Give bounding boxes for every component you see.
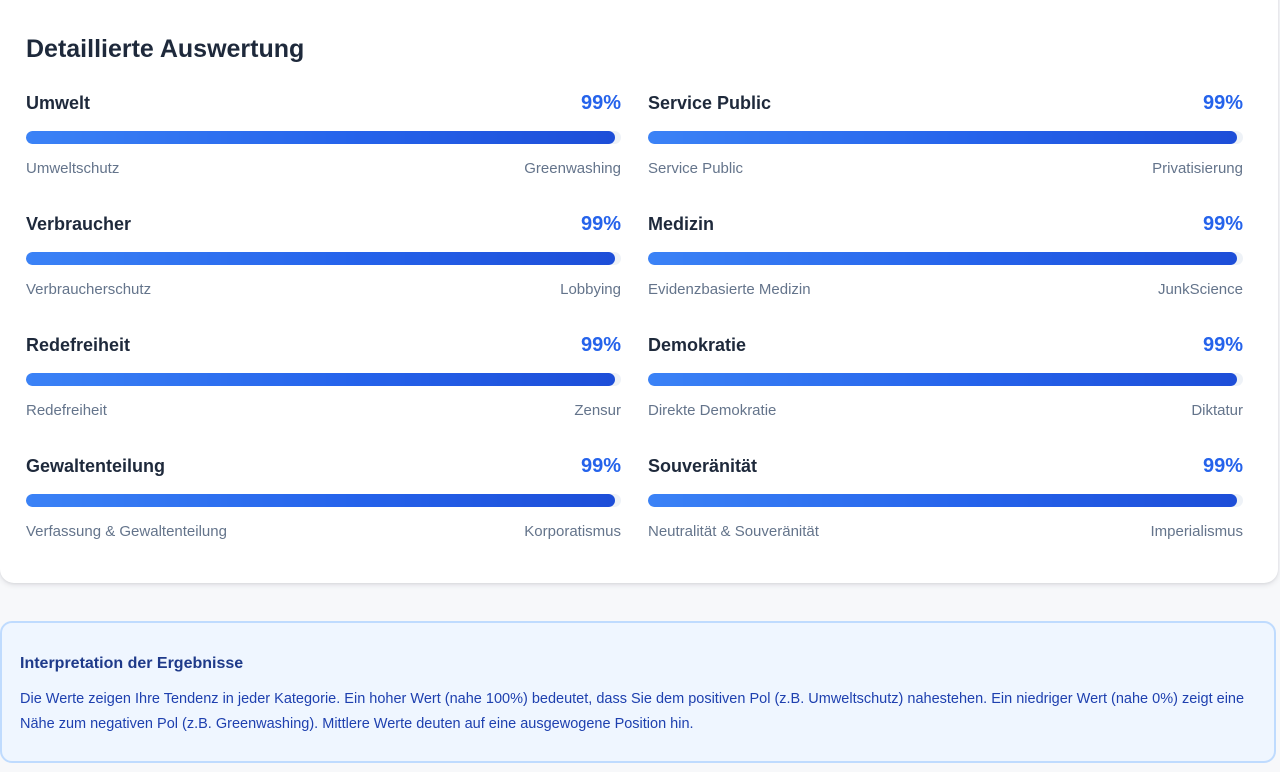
positive-pole-label: Verbraucherschutz bbox=[26, 281, 152, 298]
category-header: Redefreiheit 99% bbox=[26, 332, 621, 358]
progress-fill bbox=[26, 373, 616, 386]
progress-fill bbox=[648, 373, 1238, 386]
category-item: Verbraucher 99% Verbraucherschutz Lobbying bbox=[26, 211, 621, 332]
pole-labels: Umweltschutz Greenwashing bbox=[26, 160, 621, 177]
pole-labels: Redefreiheit Zensur bbox=[26, 402, 621, 419]
negative-pole-label: Greenwashing bbox=[524, 160, 621, 177]
pole-labels: Verbraucherschutz Lobbying bbox=[26, 281, 621, 298]
category-percent: 99% bbox=[1202, 212, 1243, 235]
positive-pole-label: Umweltschutz bbox=[26, 160, 120, 177]
progress-track bbox=[26, 494, 621, 507]
progress-track bbox=[26, 252, 621, 265]
category-percent: 99% bbox=[1202, 333, 1243, 356]
category-percent: 99% bbox=[580, 91, 621, 114]
category-percent: 99% bbox=[580, 333, 621, 356]
negative-pole-label: JunkScience bbox=[1157, 281, 1243, 298]
progress-fill bbox=[648, 252, 1238, 265]
category-item: Redefreiheit 99% Redefreiheit Zensur bbox=[26, 332, 621, 453]
category-item: Umwelt 99% Umweltschutz Greenwashing bbox=[26, 90, 621, 211]
category-name: Medizin bbox=[648, 213, 714, 234]
pole-labels: Evidenzbasierte Medizin JunkScience bbox=[648, 281, 1243, 298]
positive-pole-label: Verfassung & Gewaltenteilung bbox=[26, 523, 227, 540]
category-name: Service Public bbox=[648, 92, 772, 113]
pole-labels: Direkte Demokratie Diktatur bbox=[648, 402, 1243, 419]
positive-pole-label: Neutralität & Souveränität bbox=[648, 523, 819, 540]
category-percent: 99% bbox=[1202, 454, 1243, 477]
category-name: Verbraucher bbox=[26, 213, 132, 234]
negative-pole-label: Imperialismus bbox=[1150, 523, 1243, 540]
progress-fill bbox=[26, 494, 616, 507]
positive-pole-label: Service Public bbox=[648, 160, 744, 177]
negative-pole-label: Lobbying bbox=[560, 281, 621, 298]
card-title: Detaillierte Auswertung bbox=[26, 35, 305, 63]
category-header: Umwelt 99% bbox=[26, 90, 621, 116]
category-percent: 99% bbox=[1202, 91, 1243, 114]
positive-pole-label: Direkte Demokratie bbox=[648, 402, 777, 419]
progress-track bbox=[648, 131, 1243, 144]
progress-track bbox=[648, 494, 1243, 507]
progress-fill bbox=[648, 131, 1238, 144]
pole-labels: Verfassung & Gewaltenteilung Korporatismu… bbox=[26, 523, 621, 540]
interpretation-title: Interpretation der Ergebnisse bbox=[20, 655, 244, 672]
category-name: Gewaltenteilung bbox=[26, 455, 166, 476]
progress-track bbox=[648, 373, 1243, 386]
category-header: Medizin 99% bbox=[648, 211, 1243, 237]
category-item: Souveränität 99% Neutralität & Souveränitä… bbox=[648, 453, 1243, 574]
category-header: Demokratie 99% bbox=[648, 332, 1243, 358]
category-header: Service Public 99% bbox=[648, 90, 1243, 116]
interpretation-box: Interpretation der Ergebnisse Die Werte … bbox=[0, 621, 1276, 763]
pole-labels: Service Public Privatisierung bbox=[648, 160, 1243, 177]
category-header: Verbraucher 99% bbox=[26, 211, 621, 237]
category-percent: 99% bbox=[580, 454, 621, 477]
progress-track bbox=[26, 373, 621, 386]
category-item: Gewaltenteilung 99% Verfassung & Gewaltent… bbox=[26, 453, 621, 574]
category-item: Medizin 99% Evidenzbasierte Medizin JunkSci… bbox=[648, 211, 1243, 332]
progress-track bbox=[26, 131, 621, 144]
category-name: Redefreiheit bbox=[26, 334, 131, 355]
progress-fill bbox=[26, 131, 616, 144]
category-header: Gewaltenteilung 99% bbox=[26, 453, 621, 479]
progress-fill bbox=[648, 494, 1238, 507]
negative-pole-label: Privatisierung bbox=[1152, 160, 1243, 177]
category-item: Service Public 99% Service Public Privatisi… bbox=[648, 90, 1243, 211]
results-card: Detaillierte Auswertung Umwelt 99% Umwelts… bbox=[26, 35, 1243, 574]
interpretation-text: Die Werte zeigen Ihre Tendenz in jeder K… bbox=[20, 691, 1245, 732]
category-grid: Umwelt 99% Umweltschutz Greenwashing Service… bbox=[26, 90, 1243, 574]
negative-pole-label: Korporatismus bbox=[524, 523, 621, 540]
positive-pole-label: Redefreiheit bbox=[26, 402, 107, 419]
progress-track bbox=[648, 252, 1243, 265]
negative-pole-label: Diktatur bbox=[1191, 402, 1243, 419]
category-name: Souveränität bbox=[648, 455, 758, 476]
positive-pole-label: Evidenzbasierte Medizin bbox=[648, 281, 811, 298]
progress-fill bbox=[26, 252, 616, 265]
pole-labels: Neutralität & Souveränität Imperialismus bbox=[648, 523, 1243, 540]
category-name: Umwelt bbox=[26, 92, 91, 113]
category-header: Souveränität 99% bbox=[648, 453, 1243, 479]
category-name: Demokratie bbox=[648, 334, 747, 355]
category-item: Demokratie 99% Direkte Demokratie Diktatur bbox=[648, 332, 1243, 453]
category-percent: 99% bbox=[580, 212, 621, 235]
negative-pole-label: Zensur bbox=[574, 402, 621, 419]
